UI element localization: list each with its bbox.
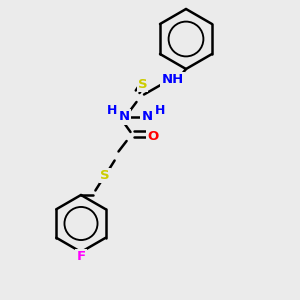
Text: H: H: [154, 104, 165, 118]
Text: H: H: [107, 104, 117, 118]
Text: O: O: [147, 130, 159, 143]
Text: N: N: [119, 110, 130, 124]
Text: N: N: [141, 110, 153, 124]
Text: NH: NH: [161, 73, 184, 86]
Text: F: F: [76, 250, 85, 263]
Text: S: S: [138, 77, 147, 91]
Text: S: S: [100, 169, 110, 182]
